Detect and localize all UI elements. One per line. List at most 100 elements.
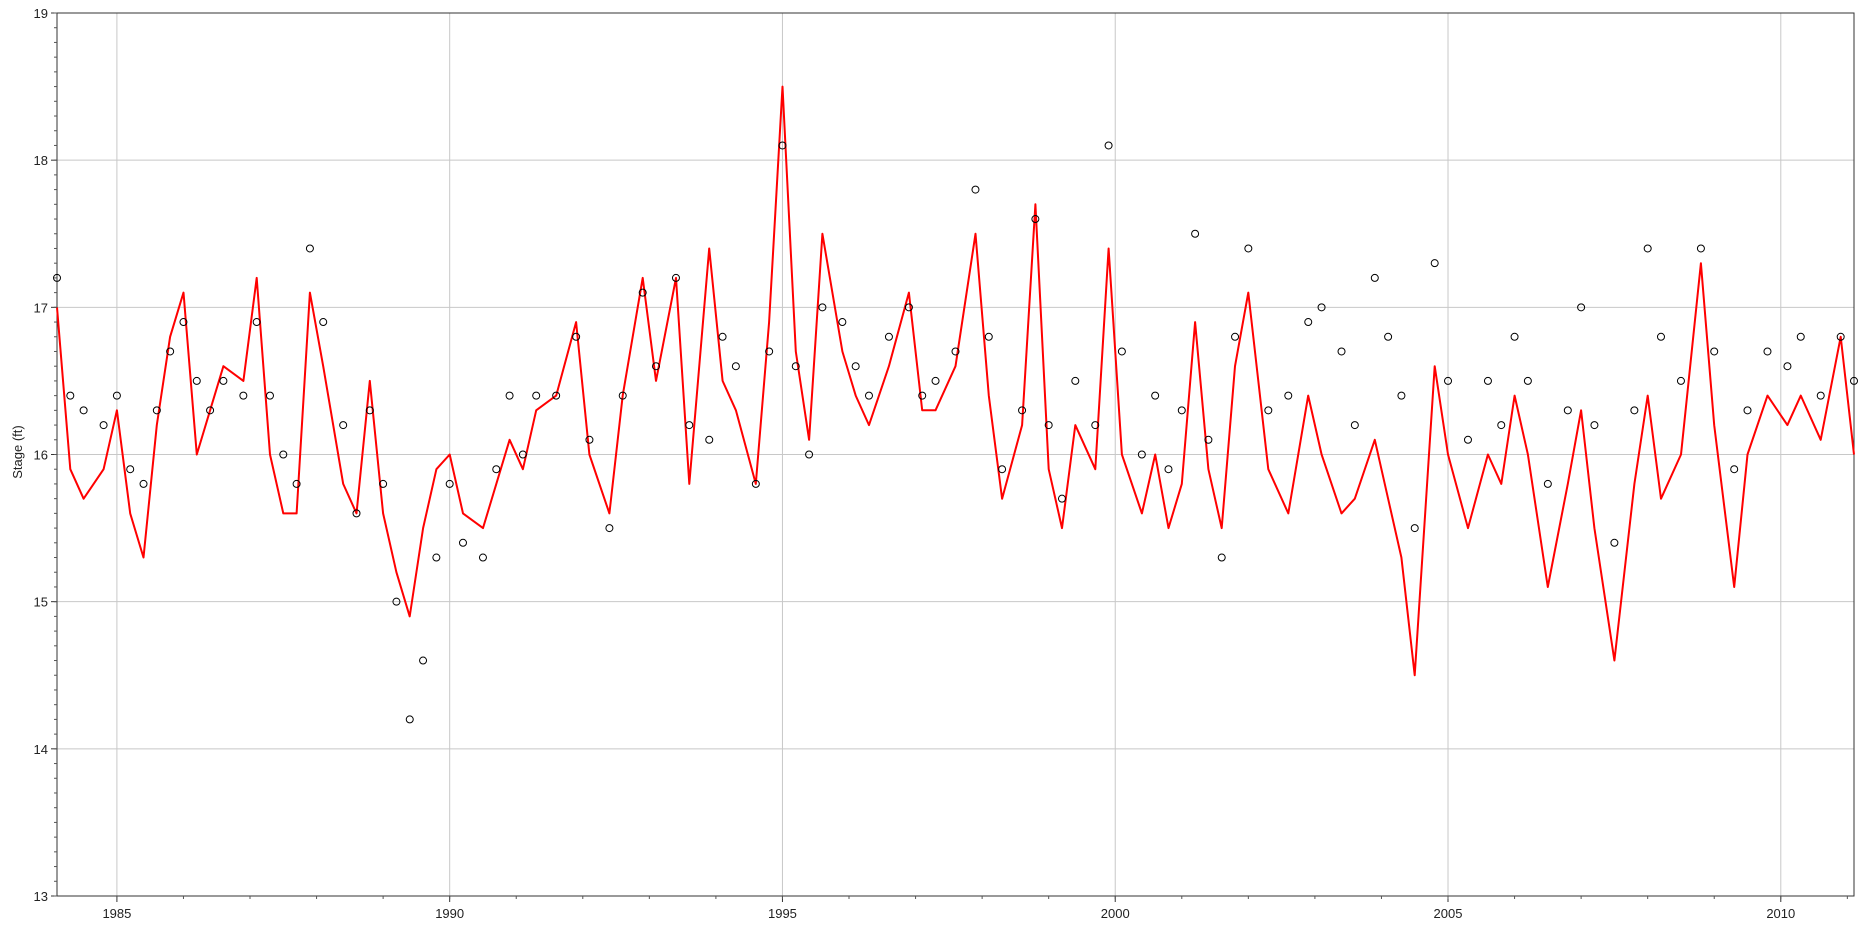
observed-stage-point	[1091, 421, 1100, 430]
observed-stage-point	[1384, 332, 1393, 341]
observed-stage-point	[671, 273, 680, 282]
observed-stage-point	[192, 376, 201, 385]
observed-stage-point	[1783, 362, 1792, 371]
observed-stage-point	[818, 303, 827, 312]
observed-stage-point	[152, 406, 161, 415]
observed-stage-point	[1164, 465, 1173, 474]
y-tick-label: 15	[34, 595, 48, 610]
observed-stage-point	[458, 538, 467, 547]
observed-stage-point	[252, 318, 261, 327]
observed-stage-point	[605, 524, 614, 533]
observed-stage-point	[1763, 347, 1772, 356]
y-tick-label: 18	[34, 153, 48, 168]
observed-stage-point	[166, 347, 175, 356]
observed-stage-point	[99, 421, 108, 430]
observed-stage-point	[1350, 421, 1359, 430]
observed-stage-point	[53, 273, 61, 282]
observed-stage-point	[1317, 303, 1326, 312]
observed-stage-point	[1217, 553, 1226, 562]
axes: 13 14 15 16 17 18 19 1985 1990 1995 2000 2005 2010	[34, 6, 1848, 921]
x-tick-label: 1995	[768, 906, 797, 921]
observed-stage-point	[1231, 332, 1240, 341]
observed-stage-point	[1630, 406, 1639, 415]
observed-stage-point	[718, 332, 727, 341]
observed-stage-point	[998, 465, 1007, 474]
observed-stage-point	[379, 479, 388, 488]
observed-stage-point	[179, 318, 188, 327]
observed-stage-point	[1044, 421, 1053, 430]
y-tick-label: 19	[34, 6, 48, 21]
observed-stage-point	[352, 509, 361, 518]
observed-stage-point	[1104, 141, 1113, 150]
observed-stage-point	[112, 391, 121, 400]
observed-stage-point	[432, 553, 441, 562]
observed-stage-point	[918, 391, 927, 400]
observed-stage-point	[239, 391, 248, 400]
x-tick-label: 2005	[1434, 906, 1463, 921]
observed-stage-point	[971, 185, 980, 194]
observed-stage-point	[1676, 376, 1685, 385]
observed-stage-point	[791, 362, 800, 371]
observed-stage-point	[1497, 421, 1506, 430]
observed-stage-point	[1463, 435, 1472, 444]
x-tick-label: 2000	[1101, 906, 1130, 921]
y-axis-title: Stage (ft)	[10, 425, 25, 478]
observed-stage-point	[618, 391, 627, 400]
observed-stage-point	[1337, 347, 1346, 356]
observed-stage-point	[585, 435, 594, 444]
observed-stage-point	[1244, 244, 1253, 253]
observed-stage-point	[1796, 332, 1805, 341]
observed-stage-point	[339, 421, 348, 430]
observed-stage-point	[66, 391, 75, 400]
y-tick-label: 14	[34, 742, 48, 757]
observed-stage-point	[1510, 332, 1519, 341]
observed-stage-point	[392, 597, 401, 606]
observed-stage-point	[445, 479, 454, 488]
observed-stage-point	[206, 406, 215, 415]
observed-stage-point	[1577, 303, 1586, 312]
observed-stage-point	[1071, 376, 1080, 385]
observed-stage-point	[1523, 376, 1532, 385]
observed-stage-point	[1430, 259, 1439, 268]
observed-stage-point	[1151, 391, 1160, 400]
observed-stage-point	[1656, 332, 1665, 341]
observed-stage-point	[405, 715, 414, 724]
observed-stage-point	[864, 391, 873, 400]
observed-stage-point	[265, 391, 274, 400]
observed-stage-point	[1563, 406, 1572, 415]
x-tick-label: 2010	[1766, 906, 1795, 921]
observed-stage-point	[572, 332, 581, 341]
observed-stage-point	[1284, 391, 1293, 400]
observed-stage-point	[126, 465, 135, 474]
observed-stage-point	[1590, 421, 1599, 430]
observed-stage-point	[492, 465, 501, 474]
observed-stage-point	[1696, 244, 1705, 253]
observed-stage-point	[652, 362, 660, 371]
observed-stage-point	[685, 421, 694, 430]
observed-stage-point	[1643, 244, 1652, 253]
observed-stage-point	[1370, 273, 1379, 282]
observed-stage-point	[532, 391, 541, 400]
observed-stage-point	[1743, 406, 1752, 415]
observed-stage-point	[279, 450, 288, 459]
observed-stage-point	[731, 362, 740, 371]
observed-stage-point	[365, 406, 374, 415]
observed-stage-point	[1836, 332, 1845, 341]
observed-stage-point	[884, 332, 893, 341]
observed-stage-point	[1410, 524, 1419, 533]
observed-stage-point	[139, 479, 148, 488]
observed-stage-point	[219, 376, 228, 385]
observed-stage-point	[1543, 479, 1552, 488]
observed-stage-point	[1137, 450, 1146, 459]
observed-stage-point	[1730, 465, 1739, 474]
observed-stage-point	[1057, 494, 1066, 503]
observed-stage-point	[1397, 391, 1406, 400]
x-tick-label: 1985	[102, 906, 131, 921]
observed-stage-point	[478, 553, 487, 562]
observed-stage-point	[1018, 406, 1027, 415]
observed-stage-point	[79, 406, 88, 415]
series-layer	[53, 85, 1858, 724]
observed-stage-point	[1304, 318, 1313, 327]
observed-stage-point	[751, 479, 760, 488]
